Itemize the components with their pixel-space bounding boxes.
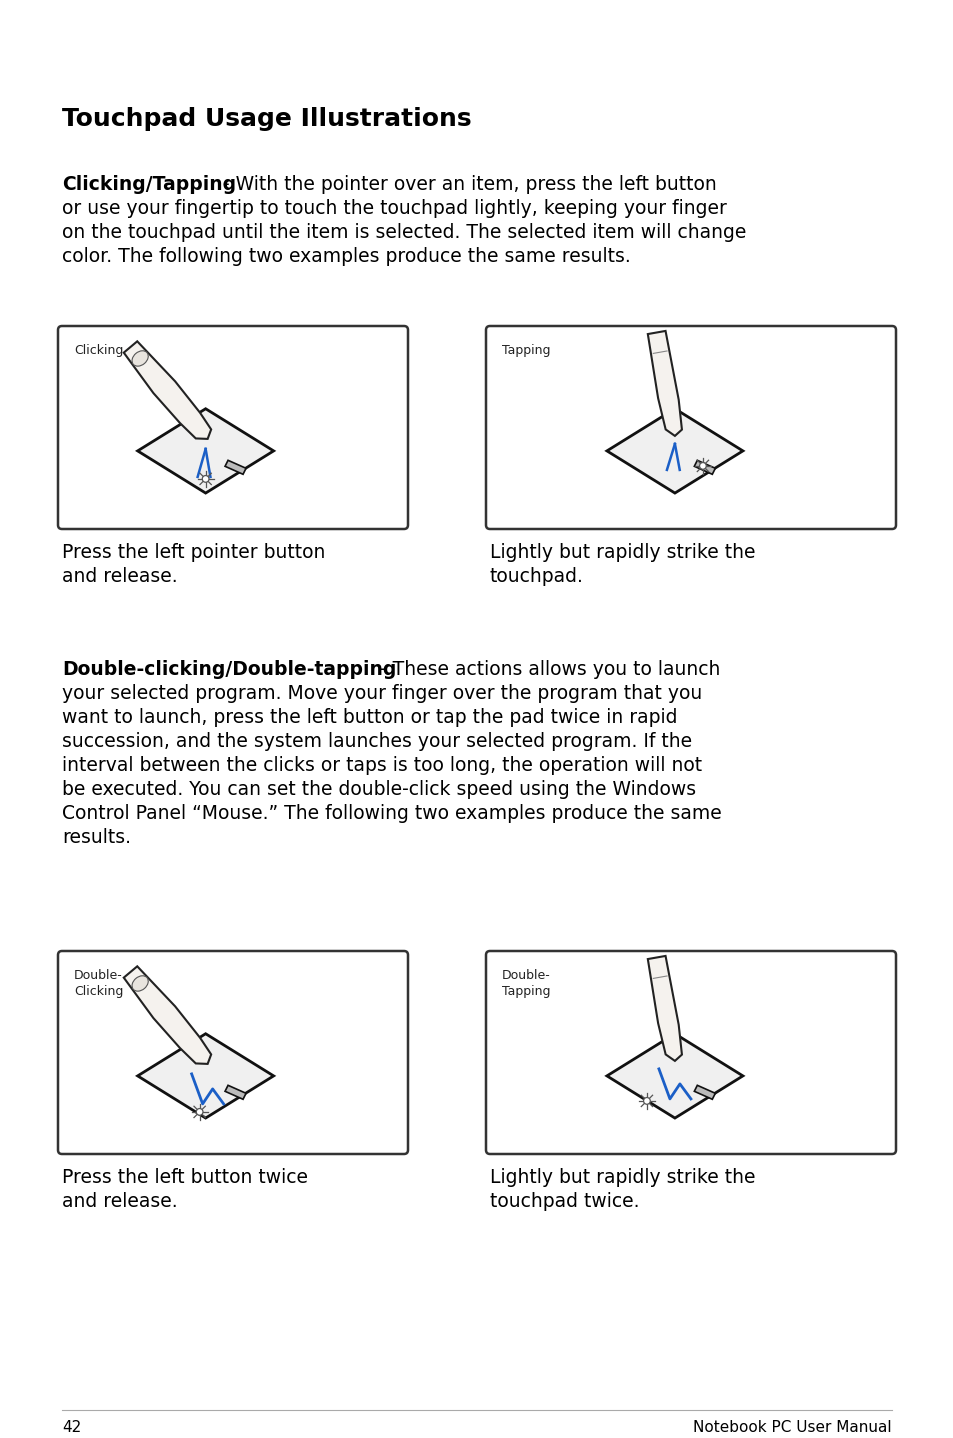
Text: color. The following two examples produce the same results.: color. The following two examples produc… — [62, 247, 630, 266]
Polygon shape — [694, 1086, 715, 1099]
Text: Clicking/Tapping: Clicking/Tapping — [62, 175, 236, 194]
Circle shape — [196, 1109, 203, 1116]
Text: or use your fingertip to touch the touchpad lightly, keeping your finger: or use your fingertip to touch the touch… — [62, 198, 726, 219]
Polygon shape — [225, 1086, 246, 1099]
Circle shape — [643, 1097, 650, 1104]
Text: Double-
Clicking: Double- Clicking — [74, 969, 123, 998]
Text: results.: results. — [62, 828, 131, 847]
Text: want to launch, press the left button or tap the pad twice in rapid: want to launch, press the left button or… — [62, 707, 677, 728]
Text: Notebook PC User Manual: Notebook PC User Manual — [693, 1419, 891, 1435]
Polygon shape — [606, 408, 742, 493]
Text: Press the left pointer button: Press the left pointer button — [62, 544, 325, 562]
Polygon shape — [647, 956, 681, 1061]
Text: touchpad twice.: touchpad twice. — [490, 1192, 639, 1211]
Polygon shape — [124, 966, 211, 1064]
Polygon shape — [137, 408, 274, 493]
FancyBboxPatch shape — [485, 951, 895, 1155]
Circle shape — [699, 463, 705, 469]
Text: - With the pointer over an item, press the left button: - With the pointer over an item, press t… — [223, 175, 716, 194]
Polygon shape — [124, 341, 211, 439]
Ellipse shape — [132, 976, 148, 991]
FancyBboxPatch shape — [58, 951, 408, 1155]
Text: Control Panel “Mouse.” The following two examples produce the same: Control Panel “Mouse.” The following two… — [62, 804, 721, 823]
FancyBboxPatch shape — [58, 326, 408, 529]
Polygon shape — [647, 331, 681, 436]
Circle shape — [202, 476, 209, 482]
Text: on the touchpad until the item is selected. The selected item will change: on the touchpad until the item is select… — [62, 223, 745, 242]
Text: Double-clicking/Double-tapping: Double-clicking/Double-tapping — [62, 660, 395, 679]
Text: interval between the clicks or taps is too long, the operation will not: interval between the clicks or taps is t… — [62, 756, 701, 775]
Text: Lightly but rapidly strike the: Lightly but rapidly strike the — [490, 1168, 755, 1186]
Text: succession, and the system launches your selected program. If the: succession, and the system launches your… — [62, 732, 691, 751]
Text: and release.: and release. — [62, 567, 177, 587]
Text: Double-
Tapping: Double- Tapping — [501, 969, 550, 998]
Text: touchpad.: touchpad. — [490, 567, 583, 587]
Polygon shape — [606, 1034, 742, 1119]
Polygon shape — [137, 1034, 274, 1119]
Text: Tapping: Tapping — [501, 344, 550, 357]
Text: Press the left button twice: Press the left button twice — [62, 1168, 308, 1186]
Ellipse shape — [132, 351, 148, 367]
FancyBboxPatch shape — [485, 326, 895, 529]
Text: Lightly but rapidly strike the: Lightly but rapidly strike the — [490, 544, 755, 562]
Text: - These actions allows you to launch: - These actions allows you to launch — [379, 660, 720, 679]
Text: Touchpad Usage Illustrations: Touchpad Usage Illustrations — [62, 106, 471, 131]
Text: your selected program. Move your finger over the program that you: your selected program. Move your finger … — [62, 684, 701, 703]
Text: 42: 42 — [62, 1419, 81, 1435]
Text: Clicking: Clicking — [74, 344, 123, 357]
Polygon shape — [694, 460, 715, 475]
Polygon shape — [225, 460, 246, 475]
Text: be executed. You can set the double-click speed using the Windows: be executed. You can set the double-clic… — [62, 779, 696, 800]
Text: and release.: and release. — [62, 1192, 177, 1211]
